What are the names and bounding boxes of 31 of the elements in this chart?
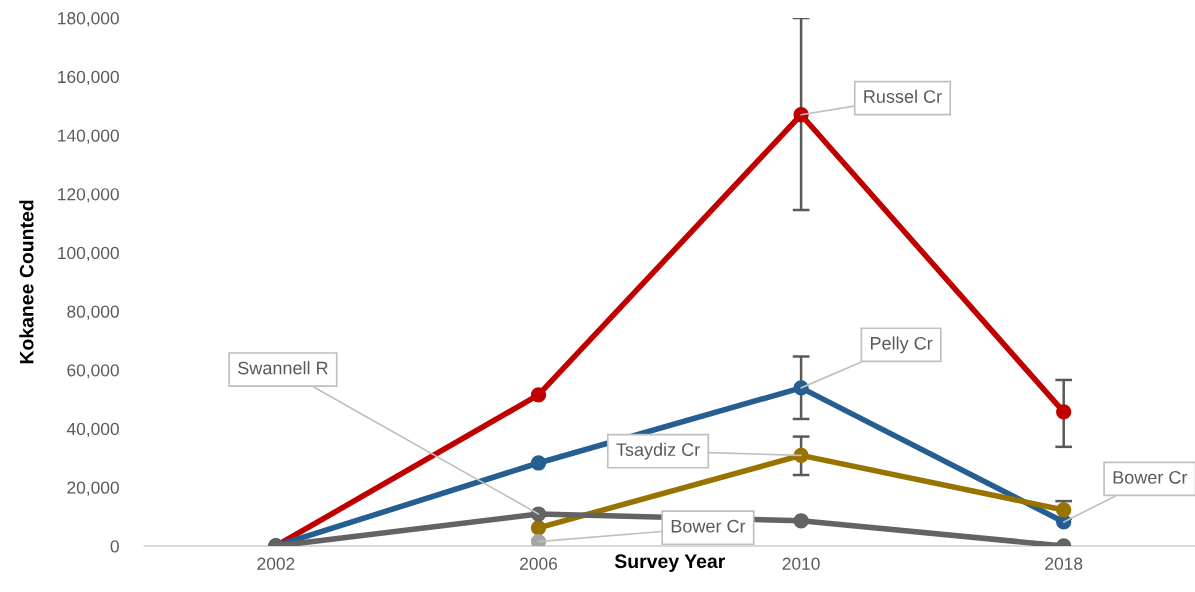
y-tick-label: 60,000 xyxy=(67,364,119,379)
x-tick-label: 2010 xyxy=(782,557,820,570)
y-tick-label: 80,000 xyxy=(67,305,119,320)
annotation: Pelly Cr xyxy=(870,336,933,354)
point xyxy=(530,455,547,471)
x-tick-label: 2002 xyxy=(257,557,295,570)
point xyxy=(530,533,547,546)
x-axis-title: Survey Year xyxy=(614,554,726,572)
annotation: Bower Cr xyxy=(1113,470,1188,484)
point xyxy=(530,387,547,403)
y-tick-label: 0 xyxy=(110,540,119,553)
point xyxy=(793,380,809,396)
y-axis-title: Kokanee Counted xyxy=(19,200,34,364)
annotation: Bower Cr xyxy=(671,519,746,533)
y-tick-label: 40,000 xyxy=(66,422,119,438)
y-tick-label: 120,000 xyxy=(58,188,119,203)
point xyxy=(793,513,809,529)
y-tick-label: 160,000 xyxy=(58,70,119,86)
y-tick-label: 100,000 xyxy=(58,246,119,262)
annotation: Swannell R xyxy=(238,361,328,375)
point xyxy=(793,107,809,123)
point xyxy=(530,520,547,536)
y-tick-label: 140,000 xyxy=(58,129,119,144)
annotation: Russel Cr xyxy=(864,89,942,103)
y-tick-label: 20,000 xyxy=(67,481,119,496)
x-tick-label: 2006 xyxy=(520,557,558,570)
annotation: Tsaydiz Cr xyxy=(616,442,700,460)
x-tick-label: 2018 xyxy=(1045,557,1083,570)
point xyxy=(530,506,547,522)
point xyxy=(1056,404,1072,420)
y-tick-label: 180,000 xyxy=(58,12,119,27)
